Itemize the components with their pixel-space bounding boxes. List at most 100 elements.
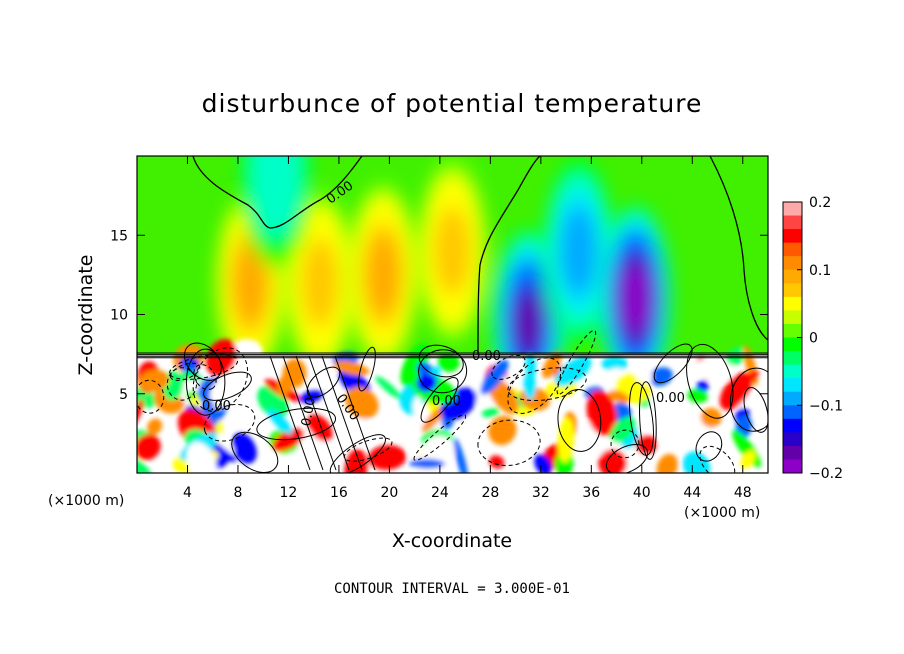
x-tick-label: 24 [431, 485, 449, 501]
turbulence-contour [193, 364, 217, 391]
turbulence-contour [639, 381, 657, 460]
turbulence-contour [743, 386, 768, 433]
colorbar-swatch [783, 351, 802, 366]
turbulence-contour [282, 355, 324, 471]
colorbar-tick-label: −0.2 [809, 466, 843, 482]
colorbar-swatch [783, 432, 802, 447]
x-tick-label: 20 [380, 485, 398, 501]
x-tick-label: 4 [183, 485, 192, 501]
turbulence-blob [368, 444, 407, 470]
turbulence-blob [557, 417, 575, 463]
field-anomaly [624, 273, 647, 325]
turbulence-blob [400, 343, 430, 387]
contour-label: 0.00 [432, 394, 461, 409]
turbulence-contour [729, 367, 768, 432]
x-tick-label: 40 [633, 485, 651, 501]
turbulence-blob [745, 370, 759, 383]
turbulence-blob [344, 419, 377, 446]
field-anomaly [515, 293, 541, 352]
x-tick-label: 32 [532, 485, 550, 501]
turbulence-contour [610, 429, 640, 459]
colorbar-swatch [783, 310, 802, 325]
turbulence-blob [333, 360, 370, 376]
colorbar-swatch [783, 242, 802, 257]
y-tick-label: 10 [110, 308, 128, 324]
turbulence-blob [282, 358, 307, 388]
contour-label: 0.00 [656, 391, 685, 406]
turbulence-blob [601, 356, 628, 372]
turbulence-blob [345, 386, 379, 419]
turbulence-blob [437, 352, 460, 372]
turbulence-contour [185, 348, 226, 416]
x-tick-label: 36 [582, 485, 600, 501]
turbulence-contour [308, 355, 350, 471]
x-unit-right: (×1000 m) [684, 505, 760, 521]
turbulence-contour [605, 443, 649, 473]
turbulence-contour [491, 354, 526, 380]
turbulence-blob [375, 376, 401, 399]
field-anomaly [301, 238, 338, 327]
turbulence-blob [137, 434, 161, 461]
colorbar-swatch [783, 459, 802, 474]
colorbar-swatch [783, 215, 802, 230]
turbulence-blob [598, 449, 628, 473]
turbulence-contour [203, 404, 256, 442]
turbulence-blob [231, 433, 257, 464]
y-axis: 5 10 15 [110, 228, 768, 403]
turbulence-contour [169, 362, 201, 381]
turbulence-blob [416, 373, 437, 392]
x-tick-label: 12 [280, 485, 298, 501]
turbulence-blob [687, 388, 708, 403]
x-axis: 4 8 12 16 20 24 28 32 36 40 44 48 [183, 156, 752, 501]
colorbar-swatch [783, 405, 802, 420]
x-tick-label: 48 [734, 485, 752, 501]
turbulence-blob [631, 359, 653, 385]
turbulence-contour [695, 431, 723, 462]
turbulence-blob [137, 456, 153, 473]
turbulence-contour [334, 355, 376, 471]
turbulence-contour [418, 349, 468, 394]
turbulence-contour [192, 347, 249, 412]
turbulence-blob [700, 407, 722, 428]
x-tick-label: 44 [683, 485, 701, 501]
colorbar-swatch [783, 445, 802, 460]
colorbar-tick-label: 0.1 [809, 263, 831, 279]
zero-contour-right-2 [709, 156, 768, 341]
contour-label: 0.00 [299, 396, 319, 427]
contour-label: 0.00 [472, 349, 501, 364]
contour-label: 0.00 [202, 399, 231, 414]
turbulence-contour [329, 434, 386, 473]
turbulence-blob [489, 455, 505, 469]
y-axis-label: Z-coordinate [75, 255, 97, 376]
turbulence-contour [420, 377, 459, 423]
colorbar-swatch [783, 323, 802, 338]
plot-area [137, 156, 768, 473]
turbulence-contour [321, 355, 363, 471]
turbulence-contour [358, 346, 376, 392]
colorbar-swatch [783, 364, 802, 379]
colorbar-swatch [783, 418, 802, 433]
turbulence-blob [682, 451, 711, 473]
turbulence-blob [697, 415, 721, 457]
colorbar-swatch [783, 256, 802, 271]
turbulence-blob [608, 390, 630, 404]
turbulence-blob [523, 371, 536, 400]
turbulence-blob [216, 433, 235, 453]
field-anomaly [560, 207, 597, 296]
field-anomaly [234, 244, 267, 322]
chart-title: disturbunce of potential temperature [202, 89, 703, 118]
turbulence-blob [422, 435, 455, 467]
colorbar-tick-label: 0 [809, 331, 818, 347]
turbulence-blob [409, 458, 445, 469]
turbulence-blob [453, 438, 469, 473]
zero-contour-right [477, 156, 541, 355]
turbulence-blob [656, 453, 678, 473]
turbulence-contour [295, 355, 337, 471]
turbulence-blob [534, 454, 552, 473]
turbulence-blob [526, 420, 552, 444]
turbulence-blob [610, 416, 636, 443]
turbulence-contour [413, 414, 467, 461]
colorbar-swatch [783, 202, 802, 217]
colorbar-tick-label: 0.2 [809, 195, 831, 211]
